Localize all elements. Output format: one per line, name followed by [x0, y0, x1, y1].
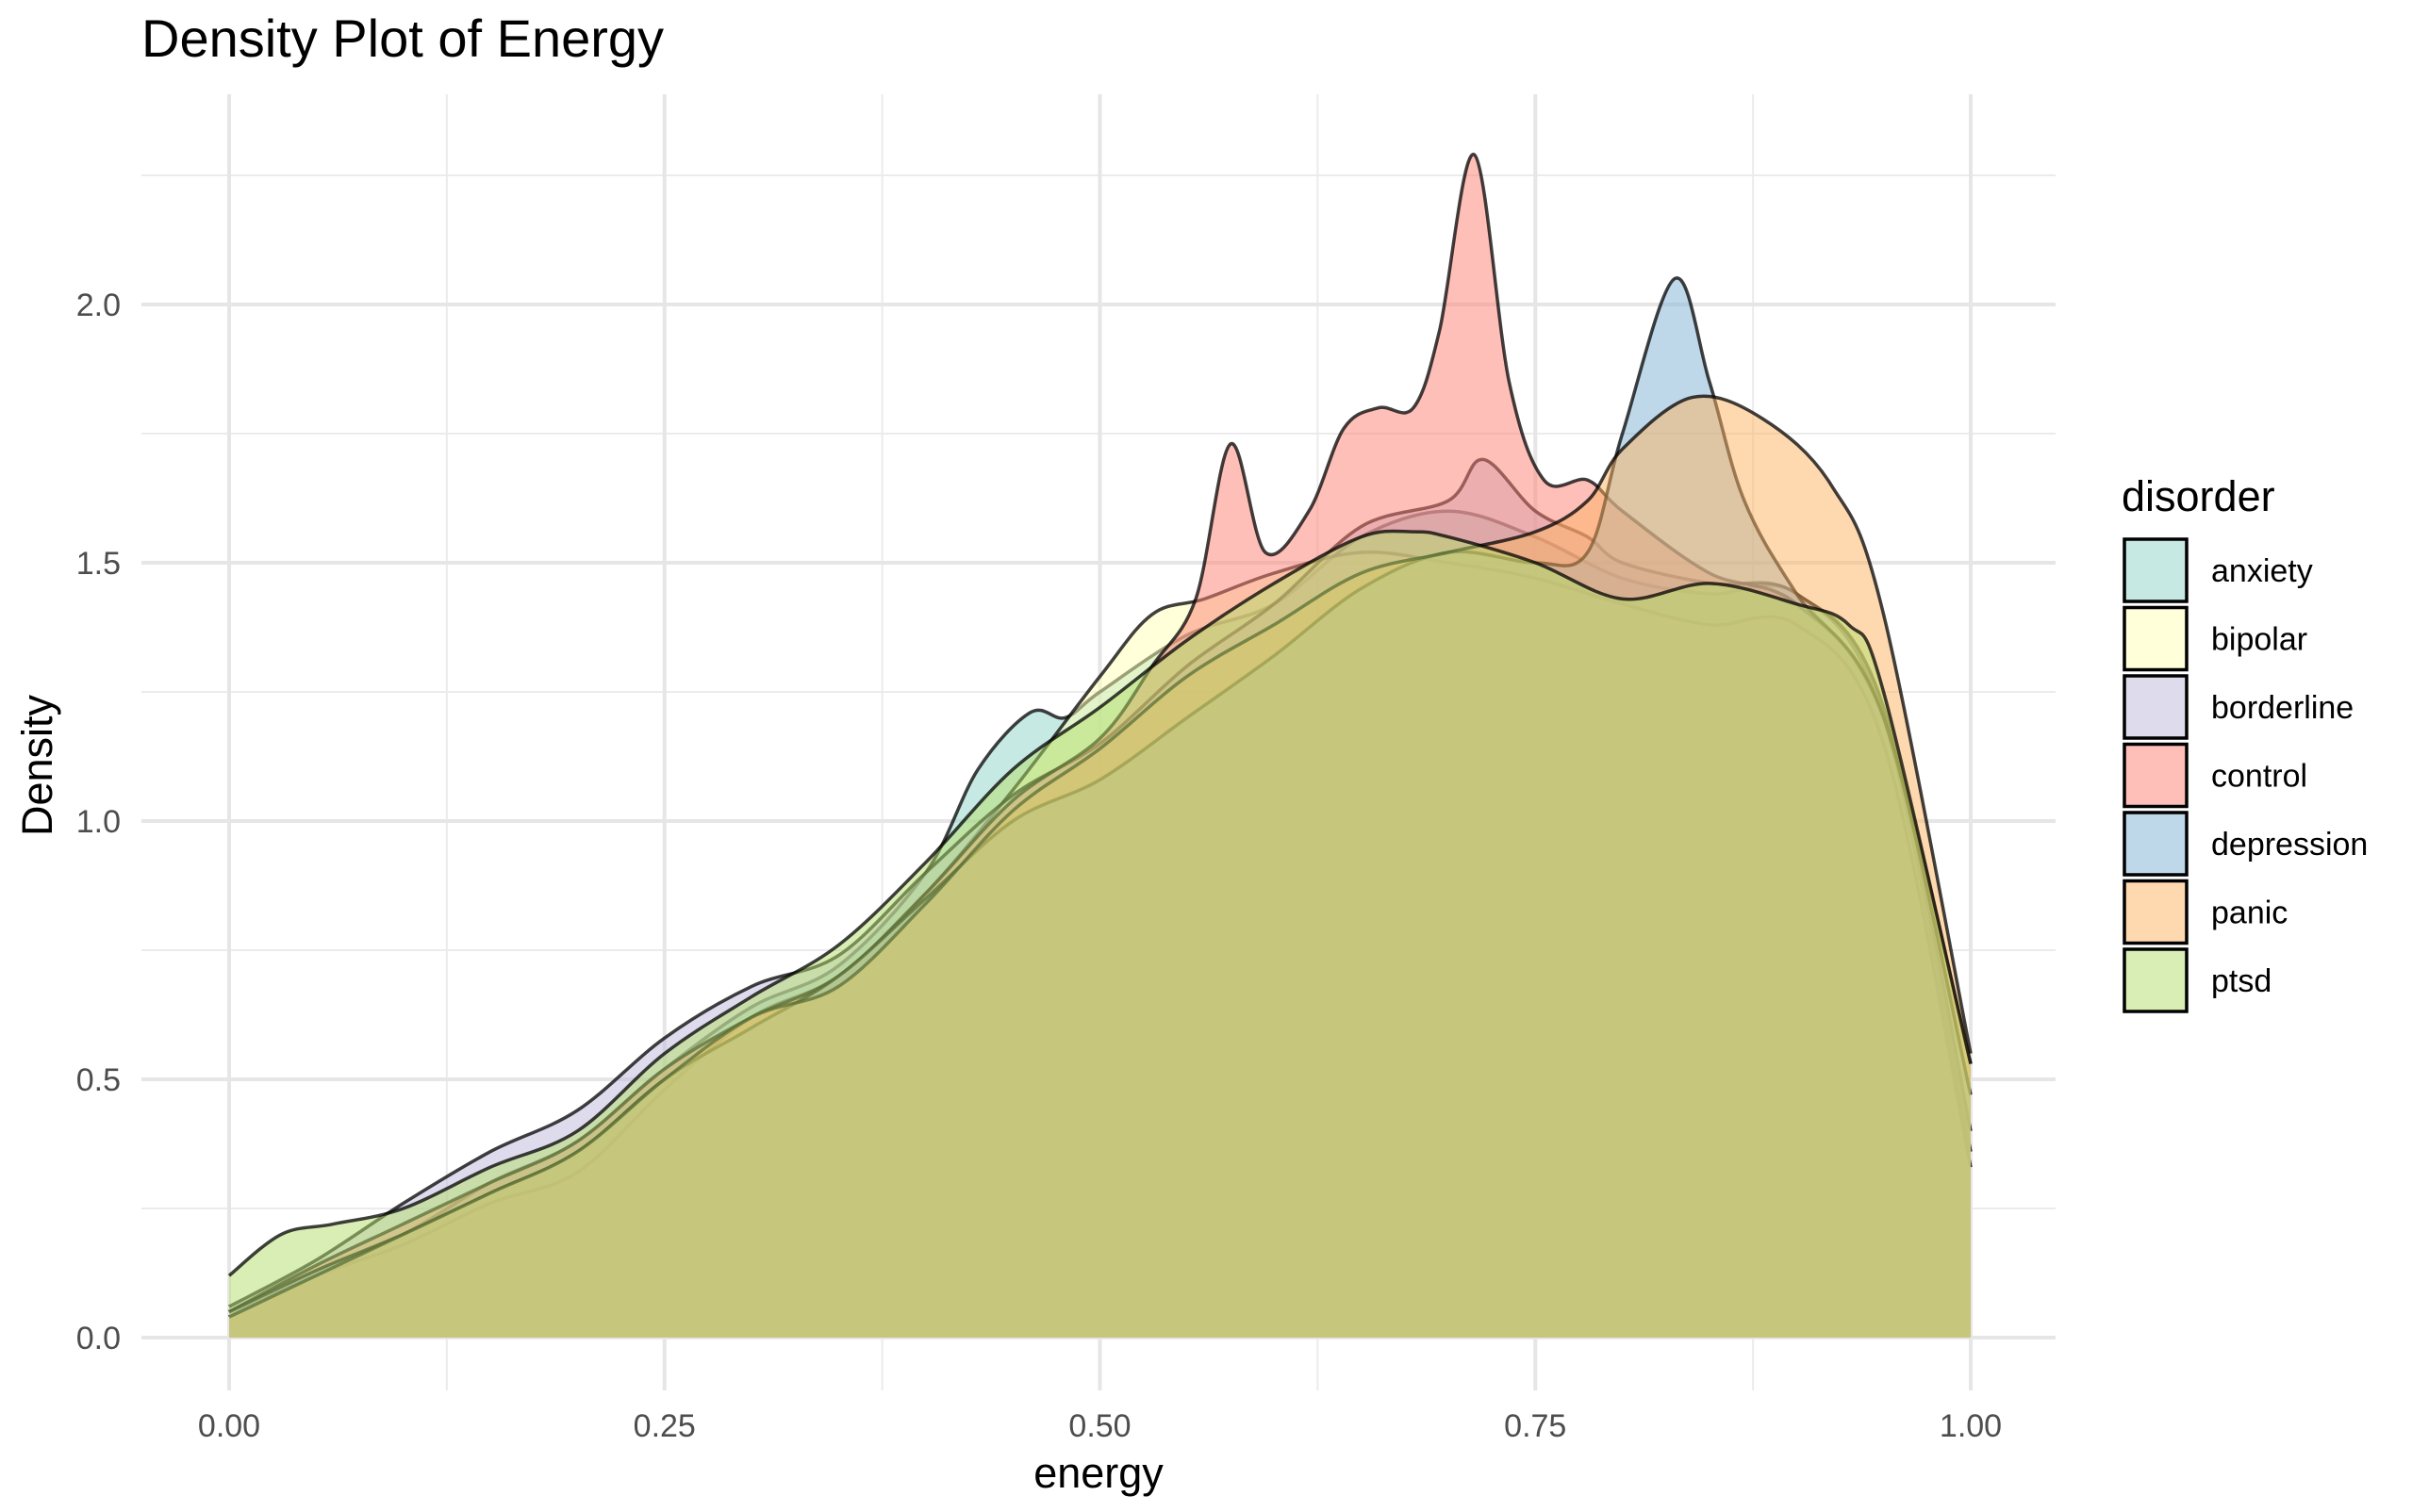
density-line-ptsd [227, 529, 1973, 1277]
legend: disorder anxiety bipolar borderline control… [2122, 472, 2368, 1013]
y-tick-label: 1.0 [76, 804, 121, 840]
legend-label-bipolar: bipolar [2211, 622, 2307, 658]
legend-key-anxiety [2123, 537, 2189, 603]
legend-key-depression [2123, 811, 2189, 877]
y-tick-label: 2.0 [76, 288, 121, 323]
density-area-ptsd [229, 531, 1971, 1338]
legend-key-bipolar [2123, 605, 2189, 672]
y-tick-label: 0.0 [76, 1321, 121, 1356]
y-tick-label: 0.5 [76, 1062, 121, 1098]
legend-label-borderline: borderline [2211, 690, 2354, 726]
legend-label-control: control [2211, 759, 2307, 795]
y-tick-label: 1.5 [76, 546, 121, 582]
legend-title: disorder [2122, 472, 2275, 520]
density-areas [227, 153, 1973, 1339]
legend-label-ptsd: ptsd [2211, 963, 2272, 999]
x-tick-label: 0.00 [198, 1408, 260, 1444]
legend-label-depression: depression [2211, 827, 2368, 863]
x-axis-title: energy [1033, 1449, 1164, 1497]
x-tick-label: 0.75 [1504, 1408, 1566, 1444]
legend-key-panic [2123, 879, 2189, 945]
legend-label-anxiety: anxiety [2211, 553, 2313, 589]
x-tick-label: 0.50 [1068, 1408, 1131, 1444]
legend-label-panic: panic [2211, 896, 2288, 931]
y-axis-title: Density [13, 694, 61, 836]
x-tick-label: 0.25 [634, 1408, 696, 1444]
x-axis-ticks: 0.00 0.25 0.50 0.75 1.00 [198, 1408, 2002, 1444]
legend-key-ptsd [2123, 947, 2189, 1013]
y-axis-ticks: 0.0 0.5 1.0 1.5 2.0 [76, 288, 121, 1356]
x-tick-label: 1.00 [1940, 1408, 2002, 1444]
chart-title: Density Plot of Energy [141, 8, 664, 68]
legend-key-control [2123, 742, 2189, 809]
legend-key-borderline [2123, 674, 2189, 740]
